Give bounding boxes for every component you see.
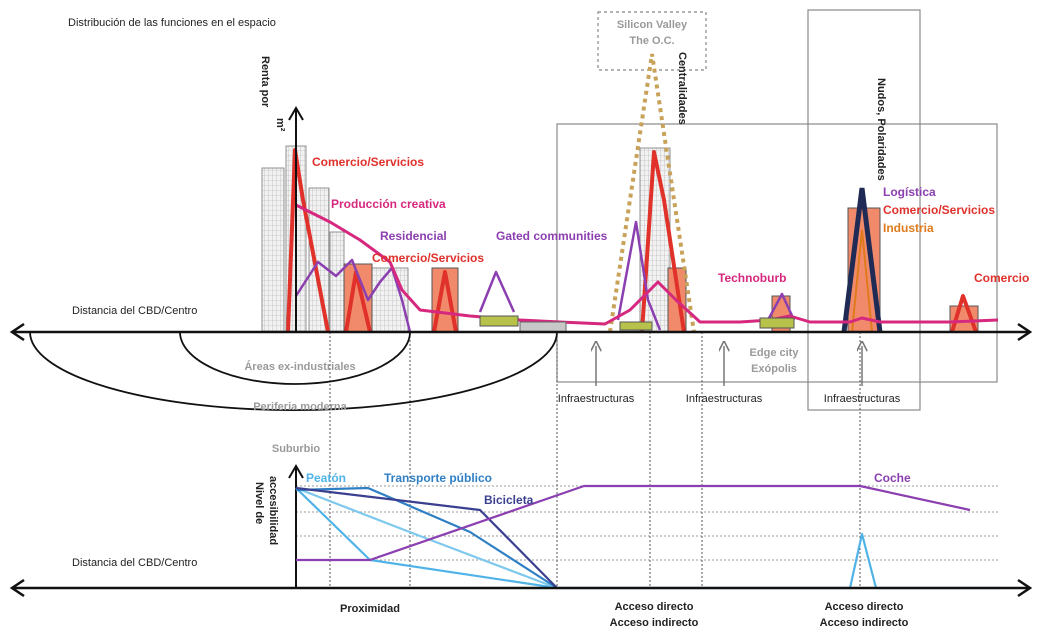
industry-spike bbox=[851, 229, 873, 333]
label-periferia-moderna: Periferia moderna bbox=[253, 401, 347, 413]
production-creativa-curve bbox=[295, 203, 999, 326]
label-acceso-directo-1: Acceso directo bbox=[615, 601, 694, 613]
label-gated-communities: Gated communities bbox=[496, 229, 608, 243]
label-acceso-indirecto-2: Acceso indirecto bbox=[820, 617, 909, 629]
label-bicicleta: Bicicleta bbox=[484, 493, 534, 507]
label-comercio-servicios-3: Comercio/Servicios bbox=[883, 203, 995, 217]
label-residencial: Residencial bbox=[380, 229, 447, 243]
label-comercio-servicios-2: Comercio/Servicios bbox=[372, 251, 484, 265]
peaton-line-2 bbox=[295, 486, 558, 590]
label-coche: Coche bbox=[874, 471, 911, 485]
rent-axis-label: Renta por m² bbox=[259, 56, 286, 132]
top-x-axis-label: Distancia del CBD/Centro bbox=[72, 305, 197, 317]
infra-arrows bbox=[596, 346, 862, 386]
gated-pads bbox=[479, 315, 795, 333]
label-acceso-indirecto-1: Acceso indirecto bbox=[610, 617, 699, 629]
top-x-axis-right-arrow bbox=[1017, 322, 1033, 342]
silicon-valley-triangle bbox=[608, 53, 696, 333]
node-spike bbox=[841, 187, 883, 333]
label-acceso-directo-2: Acceso directo bbox=[825, 601, 904, 613]
rent-axis-label-unit: m² bbox=[274, 118, 286, 132]
label-the-oc: The O.C. bbox=[629, 35, 674, 47]
nodes-frame bbox=[807, 9, 921, 411]
label-centralidades: Centralidades bbox=[676, 52, 688, 125]
peaton-node-line bbox=[557, 532, 1000, 590]
top-x-axis-left-arrow bbox=[9, 322, 25, 342]
accessibility-axis-label-1: Nivel de bbox=[253, 482, 265, 524]
label-infraestructuras-3: Infraestructuras bbox=[824, 393, 901, 405]
top-y-axis-arrow bbox=[288, 106, 304, 121]
label-comercio-servicios-1: Comercio/Servicios bbox=[312, 155, 424, 169]
label-produccion-creativa: Producción creativa bbox=[331, 197, 446, 211]
transport-lines bbox=[295, 484, 1000, 590]
centralities-frame bbox=[556, 123, 998, 383]
label-suburbio: Suburbio bbox=[272, 443, 321, 455]
bicicleta-line bbox=[295, 486, 558, 589]
label-areas-ex-industriales: Áreas ex-industriales bbox=[244, 360, 355, 373]
label-logistica: Logística bbox=[883, 185, 936, 199]
label-industria: Industria bbox=[883, 221, 934, 235]
label-transporte-publico: Transporte público bbox=[384, 471, 492, 485]
label-nudos-polaridades: Nudos, Polaridades bbox=[875, 78, 887, 181]
diagram-title: Distribución de las funciones en el espa… bbox=[68, 17, 276, 29]
silicon-valley-frame bbox=[597, 11, 707, 71]
residential-lines bbox=[294, 220, 796, 333]
transporte-publico-line bbox=[295, 486, 558, 589]
label-technoburb: Technoburb bbox=[718, 271, 786, 285]
bottom-x-axis-right-arrow bbox=[1017, 578, 1033, 598]
label-proximidad: Proximidad bbox=[340, 603, 400, 615]
coche-line bbox=[296, 484, 971, 562]
label-peaton: Peatón bbox=[306, 471, 346, 485]
label-infraestructuras-2: Infraestructuras bbox=[686, 393, 763, 405]
bottom-x-axis-label: Distancia del CBD/Centro bbox=[72, 557, 197, 569]
label-infraestructuras-1: Infraestructuras bbox=[558, 393, 635, 405]
label-silicon-valley: Silicon Valley bbox=[617, 19, 688, 31]
bottom-x-axis-left-arrow bbox=[9, 578, 25, 598]
bottom-y-axis-arrow bbox=[288, 464, 304, 479]
label-exopolis: Exópolis bbox=[751, 363, 797, 375]
ring-areas bbox=[29, 331, 558, 412]
accessibility-axis-label-2: accesibilidad bbox=[267, 476, 279, 545]
label-edge-city: Edge city bbox=[750, 347, 800, 359]
label-comercio: Comercio bbox=[974, 271, 1029, 285]
rent-axis-label-main: Renta por bbox=[259, 56, 271, 108]
